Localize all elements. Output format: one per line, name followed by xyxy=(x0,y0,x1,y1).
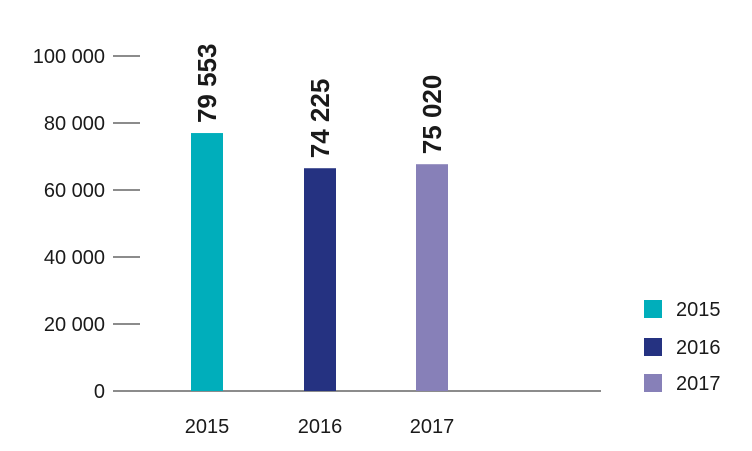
legend-swatch xyxy=(644,300,662,318)
y-axis: 0 20 000 40 000 60 000 80 000 100 000 xyxy=(33,46,140,403)
legend: 2015 2016 2017 xyxy=(644,299,721,395)
y-tick-label: 20 000 xyxy=(44,314,105,336)
x-category-label: 2016 xyxy=(298,416,343,438)
bars xyxy=(191,133,448,392)
legend-label: 2017 xyxy=(676,373,721,395)
data-label: 79 553 xyxy=(192,44,222,124)
x-axis-category-labels: 2015 2016 2017 xyxy=(185,416,455,438)
y-tick-label: 80 000 xyxy=(44,113,105,135)
legend-label: 2016 xyxy=(676,337,721,359)
bar-2015 xyxy=(191,133,223,392)
bar-2017 xyxy=(416,164,448,391)
x-category-label: 2015 xyxy=(185,416,230,438)
y-tick-label: 60 000 xyxy=(44,180,105,202)
legend-swatch xyxy=(644,338,662,356)
legend-label: 2015 xyxy=(676,299,721,321)
bar-2016 xyxy=(304,168,336,391)
y-tick-label: 0 xyxy=(94,381,105,403)
legend-swatch xyxy=(644,374,662,392)
x-category-label: 2017 xyxy=(410,416,455,438)
data-labels: 79 553 74 225 75 020 xyxy=(192,44,447,159)
y-tick-label: 40 000 xyxy=(44,247,105,269)
data-label: 75 020 xyxy=(417,75,447,155)
data-label: 74 225 xyxy=(305,79,335,159)
y-tick-label: 100 000 xyxy=(33,46,105,68)
